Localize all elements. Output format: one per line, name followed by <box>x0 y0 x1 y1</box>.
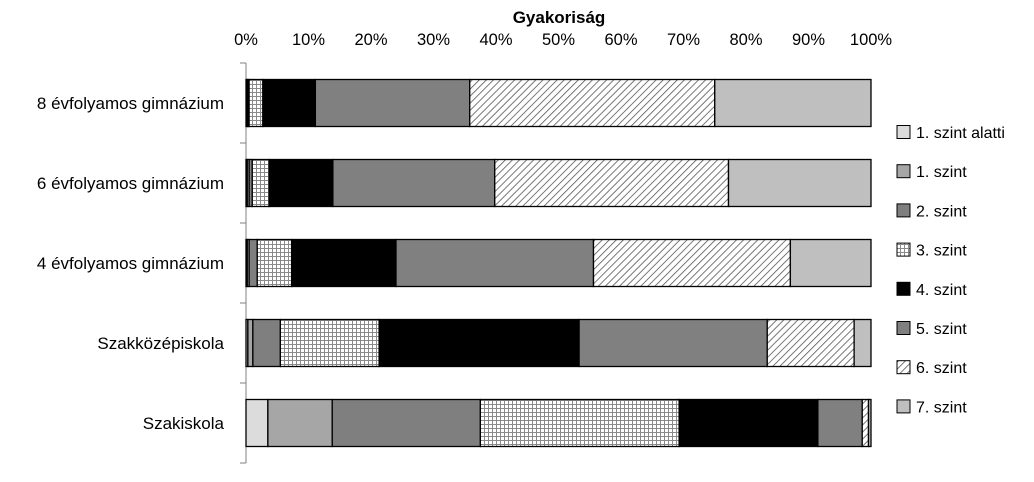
legend-swatch-3-szint <box>896 242 911 257</box>
bar-3-szint <box>251 158 270 208</box>
legend-label: 3. szint <box>916 243 967 260</box>
bar-2-szint <box>331 398 482 448</box>
bars <box>245 78 872 448</box>
bar-7-szint <box>714 78 872 128</box>
bar-2-szint <box>248 238 258 288</box>
x-tick-label: 20% <box>354 31 387 49</box>
bar-5-szint <box>332 158 496 208</box>
bar-1-szint <box>267 398 333 448</box>
bar-3-szint <box>256 238 293 288</box>
bar-7-szint <box>867 398 872 448</box>
bar-2-szint <box>252 318 282 368</box>
category-label: 6 évfolyamos gimnázium <box>37 174 224 193</box>
legend-label: 2. szint <box>916 203 967 220</box>
category-label: 8 évfolyamos gimnázium <box>37 94 224 113</box>
bar-1-szint <box>247 318 254 368</box>
legend-label: 5. szint <box>916 321 967 338</box>
category-label: Szakközépiskola <box>97 334 224 353</box>
x-tick-label: 70% <box>667 31 700 49</box>
x-tick-label: 60% <box>604 31 637 49</box>
bar-6-szint <box>469 78 716 128</box>
legend-label: 7. szint <box>916 399 967 416</box>
legend-swatch-7-szint <box>896 399 911 414</box>
legend-label: 4. szint <box>916 282 967 299</box>
bar-5-szint <box>578 318 768 368</box>
category-labels: 8 évfolyamos gimnázium 6 évfolyamos gimná… <box>37 94 225 433</box>
x-tick-label: 0% <box>234 31 258 49</box>
x-tick-label: 100% <box>850 31 893 49</box>
x-tick-label: 80% <box>729 31 762 49</box>
bar-6-szint <box>592 238 792 288</box>
bar-7-szint <box>789 238 872 288</box>
x-tick-label: 30% <box>417 31 450 49</box>
bar-4-szint <box>262 78 317 128</box>
category-label: 4 évfolyamos gimnázium <box>37 254 224 273</box>
x-tick-label: 90% <box>792 31 825 49</box>
bar-3-szint <box>248 78 264 128</box>
legend-swatch-4-szint <box>896 281 911 296</box>
bar-4-szint <box>268 158 334 208</box>
legend-swatch-5-szint <box>896 321 911 335</box>
legend-label: 1. szint alatti <box>916 125 1005 142</box>
bar-7-szint <box>727 158 872 208</box>
bar-7-szint <box>853 318 872 368</box>
bar-4-szint <box>378 318 580 368</box>
legend-label: 1. szint <box>916 164 967 181</box>
bar-4-szint <box>290 238 397 288</box>
bar-5-szint <box>817 398 863 448</box>
bar-6-szint <box>861 398 870 448</box>
x-tick-labels: 0% 10% 20% 30% 40% 50% 60% 70% 80% 90% 100% <box>234 31 892 49</box>
bar-6-szint <box>766 318 855 368</box>
x-tick-label: 10% <box>292 31 325 49</box>
bar-3-szint <box>279 318 380 368</box>
bar-4-szint <box>678 398 819 448</box>
legend-label: 6. szint <box>916 360 967 377</box>
bar-1-szint-alatti <box>245 398 269 448</box>
legend-swatch-1-szint <box>896 164 911 179</box>
category-label: Szakiskola <box>143 414 225 433</box>
bar-3-szint <box>479 398 680 448</box>
x-tick-label: 40% <box>479 31 512 49</box>
legend: 1. szint alatti 1. szint 2. szint 3. szint 4… <box>896 125 1005 416</box>
legend-swatch-6-szint <box>896 360 911 375</box>
bar-5-szint <box>395 238 595 288</box>
x-axis-title: Gyakoriság <box>513 8 606 27</box>
bar-6-szint <box>494 158 730 208</box>
axes <box>240 62 247 464</box>
legend-swatch-2-szint <box>896 203 911 218</box>
bar-5-szint <box>314 78 471 128</box>
x-tick-label: 50% <box>542 31 575 49</box>
legend-swatch-1-szint-alatti <box>896 125 911 139</box>
